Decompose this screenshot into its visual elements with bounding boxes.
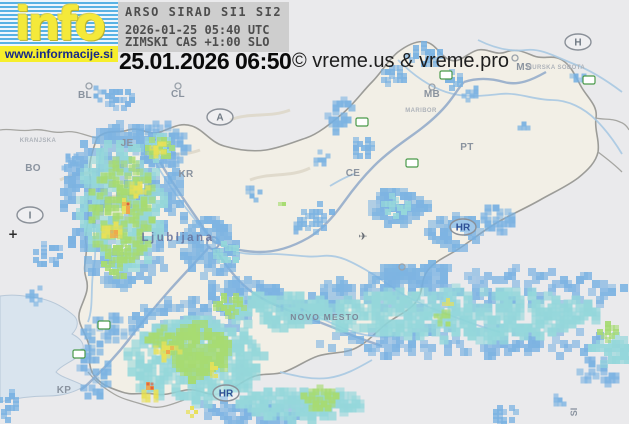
city-marker-dot <box>174 82 182 90</box>
country-borders <box>0 117 629 408</box>
country-marker-h: H <box>564 33 592 51</box>
map-label-kp: KP <box>57 385 72 396</box>
city-marker-dot <box>428 83 436 91</box>
map-label-murska-sobota: MURSKA SOBOTA <box>527 65 585 71</box>
informacije-logo-link[interactable]: info www.informacije.si <box>0 0 118 62</box>
country-marker-hr: HR <box>212 384 240 402</box>
city-marker-dot <box>511 54 519 62</box>
radar-info-box: ARSO SIRAD SI1 SI2 2026-01-25 05:40 UTC … <box>118 2 290 52</box>
precipitation-layer <box>0 41 629 424</box>
country-marker-a: A <box>206 108 234 126</box>
airplane-icon: ✈ <box>358 230 367 243</box>
svg-text:HR: HR <box>219 389 234 400</box>
country-marker-hr: HR <box>449 218 477 236</box>
road-shield <box>582 75 596 85</box>
map-label-bl: BL <box>78 90 92 101</box>
svg-text:A: A <box>216 113 223 124</box>
display-datetime: 25.01.2026 06:50 <box>119 48 292 74</box>
map-label-ms: MS <box>516 62 532 73</box>
road-shield <box>405 158 419 168</box>
logo-url-banner: www.informacije.si <box>0 46 118 62</box>
city-marker-dot <box>398 263 406 271</box>
map-label-je: JE <box>121 138 134 149</box>
radar-source-title: ARSO SIRAD SI1 SI2 <box>125 5 283 19</box>
svg-text:I: I <box>29 211 32 222</box>
city-marker-dot <box>85 82 93 90</box>
map-label-mb: MB <box>424 89 440 100</box>
country-marker-i: I <box>16 206 44 224</box>
map-label-novo-mesto: NOVO MESTO <box>290 312 359 322</box>
road-shield <box>72 349 86 359</box>
road-shield <box>355 117 369 127</box>
map-label-si: SI <box>569 408 579 417</box>
map-label-kranjska: KRANJSKA <box>20 138 57 144</box>
copyright-notice: © vreme.us & vreme.pro <box>292 50 510 72</box>
map-annotations: A I H HR HR ✈ + BL CL JE KR BO CE MB MS PT KP Ljubljana NO… <box>8 33 596 417</box>
svg-text:HR: HR <box>456 223 471 234</box>
radar-utc-timestamp: 2026-01-25 05:40 UTC <box>125 23 270 37</box>
map-label-cl: CL <box>171 89 185 100</box>
map-label-pt: PT <box>460 142 473 153</box>
road-shield <box>97 320 111 330</box>
map-label-bo: BO <box>25 163 41 174</box>
svg-text:H: H <box>574 38 581 49</box>
road-shield <box>439 70 453 80</box>
map-label-ljubljana: Ljubljana <box>142 232 215 244</box>
map-label-kr: KR <box>178 169 194 180</box>
map-label-ce: CE <box>346 168 361 179</box>
sea <box>0 294 85 403</box>
radar-local-timezone: ZIMSKI CAS +1:00 SLO <box>125 35 270 49</box>
map-label-maribor: MARIBOR <box>405 108 437 114</box>
logo-stripes: info <box>0 0 118 46</box>
cross-icon: + <box>8 227 18 241</box>
logo-wordmark: info <box>14 0 106 46</box>
